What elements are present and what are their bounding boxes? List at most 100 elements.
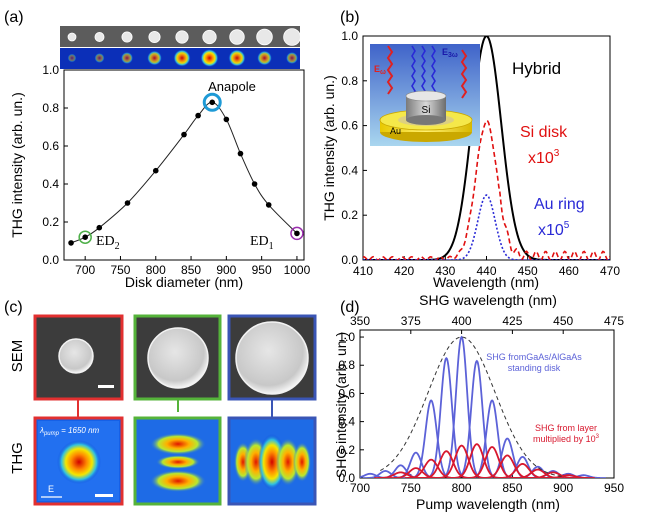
- thg-strip-spot: [285, 51, 299, 65]
- panel-c-label: (c): [4, 299, 23, 316]
- panel-a-data-point: [152, 167, 159, 174]
- ed1-annotation: ED1: [250, 226, 304, 252]
- legend-au-factor: x105: [538, 220, 570, 239]
- panel-b-xtick-label: 450: [518, 264, 538, 278]
- panel-a-ylabel: THG intensity (arb. un.): [9, 92, 25, 238]
- panel-d-ytick-label: 0.2: [338, 443, 355, 457]
- emitted-wave-1: [411, 45, 416, 97]
- panel-a-xtick-label: 1000: [284, 263, 311, 277]
- panel-a-ytick-label: 0.4: [42, 177, 59, 191]
- lambda-pump-label: λpump = 1650 nm: [39, 426, 100, 437]
- incident-wave-right: [460, 49, 468, 99]
- panel-d-plot: 700 750 800 850 900 950 350 375 400 425 450 475 0.0 0…: [333, 292, 624, 512]
- panel-b-ytick-label: 0.0: [341, 253, 358, 267]
- panel-d-red-peak: [450, 443, 504, 478]
- panel-d-xlabel: Pump wavelength (nm): [416, 496, 560, 512]
- inset-si-label: Si: [422, 105, 431, 116]
- thg-strip-spot: [67, 53, 77, 63]
- panel-a-data-point: [181, 131, 187, 138]
- panel-a-fit-curve: [70, 101, 298, 244]
- panel-a-data-point: [251, 181, 258, 187]
- panel-d-ytick-label: 0.0: [338, 471, 355, 485]
- inset-e-omega: Eω: [374, 64, 386, 76]
- thg-tile-small: λpump = 1650 nm E: [33, 416, 124, 506]
- panel-b-inset-schematic: Eω E3ω Si Au: [370, 44, 480, 146]
- panel-b-xtick-label: 410: [353, 264, 373, 278]
- panel-a-thg-strip: [60, 48, 300, 69]
- panel-a-axes-frame: [63, 69, 305, 261]
- ed1-marker-ring: [290, 226, 304, 241]
- panel-d-xtick-label: 700: [350, 481, 370, 495]
- panel-a-data-point: [82, 234, 88, 240]
- panel-d-top-xtick-label: 450: [553, 314, 573, 328]
- panel-d-top-xtick-label: 400: [452, 314, 472, 328]
- panel-d-red-peak: [404, 458, 458, 478]
- panel-a-data-point: [195, 112, 201, 119]
- emitted-wave-2: [421, 45, 426, 97]
- panel-b-plot: 410 420 430 440 450 460 4700.00.20.40.60.81.0 …: [321, 29, 620, 290]
- legend-si-factor: x103: [528, 148, 560, 167]
- panel-d-red-peak: [374, 471, 428, 478]
- ed2-label: ED2: [96, 234, 120, 252]
- panel-d-top-xlabel: SHG wavelength (nm): [419, 292, 557, 308]
- legend-blue-line2: standing disk: [508, 363, 561, 373]
- panel-b-series-au-ring: [363, 194, 610, 260]
- anapole-label: Anapole: [208, 79, 256, 94]
- panel-a-data-point: [68, 240, 74, 246]
- sem-strip-disk: [175, 30, 189, 44]
- panel-d-red-peak: [419, 450, 473, 478]
- panel-a-data-point: [223, 116, 230, 123]
- thg-tile-large: [227, 416, 317, 506]
- ed2-annotation: ED2: [78, 230, 120, 252]
- panel-d-blue-peak: [484, 437, 530, 478]
- sem-strip-disk: [94, 32, 105, 42]
- panel-b-xtick-label: 440: [476, 264, 496, 278]
- thg-strip-spot: [257, 50, 272, 66]
- thg-strip-spot: [94, 52, 105, 64]
- panel-b-xtick-label: 420: [394, 264, 414, 278]
- thg-strip-spot: [173, 49, 191, 67]
- panel-a-ytick-label: 0.8: [42, 101, 59, 115]
- panel-d-top-xtick-label: 350: [350, 314, 370, 328]
- scale-bar: [98, 385, 114, 388]
- panel-b-xlabel: Wavelength (nm): [433, 274, 539, 290]
- legend-si-disk: Si disk: [520, 124, 568, 141]
- panel-d-top-xtick-label: 425: [502, 314, 522, 328]
- sem-strip-disk: [67, 32, 77, 42]
- panel-b-ylabel: THG intensity (arb. un.): [321, 75, 337, 221]
- panel-a-sem-strip: [60, 26, 301, 47]
- panel-a-label: (a): [4, 9, 24, 26]
- thg-strip-spot: [228, 49, 246, 67]
- panel-a-xtick-label: 800: [146, 263, 166, 277]
- panel-b-ytick-label: 0.6: [341, 119, 358, 133]
- panel-b-xtick-label: 430: [435, 264, 455, 278]
- sem-strip-disk: [202, 29, 217, 45]
- panel-a-xtick-label: 750: [110, 263, 130, 277]
- sem-strip-disk: [283, 28, 301, 46]
- thg-strip-spot: [147, 50, 162, 66]
- sem-tile-large: [227, 314, 317, 401]
- emitted-wave-3: [431, 45, 436, 97]
- anapole-annotation: Anapole: [202, 79, 256, 112]
- thg-tile-medium: [133, 416, 222, 506]
- anapole-marker-ring: [202, 92, 222, 112]
- panel-b-ytick-label: 0.4: [341, 163, 358, 177]
- sem-tile-medium: [133, 314, 222, 401]
- legend-red-line2: multiplied by 103: [533, 434, 600, 444]
- panel-d-xtick-label: 750: [401, 481, 421, 495]
- panel-d-top-xtick-label: 475: [604, 314, 624, 328]
- panel-d-red-peak: [541, 474, 595, 478]
- panel-b-xtick-label: 460: [559, 264, 579, 278]
- panel-a-xtick-label: 950: [252, 263, 272, 277]
- panel-a-data-point: [124, 200, 131, 206]
- panel-a-xtick-label: 700: [75, 263, 95, 277]
- e-field-label: E: [48, 484, 54, 494]
- panel-a-data-point: [96, 224, 103, 231]
- legend-red-line1: SHG from layer: [535, 423, 597, 433]
- panel-b-xtick-label: 470: [600, 264, 620, 278]
- panel-a-data-point: [237, 150, 244, 157]
- sem-tile-small: [33, 314, 124, 401]
- panel-a-data-point: [294, 230, 300, 237]
- inset-e-3omega: E3ω: [442, 47, 458, 59]
- panel-a-ytick-label: 0.0: [42, 253, 59, 267]
